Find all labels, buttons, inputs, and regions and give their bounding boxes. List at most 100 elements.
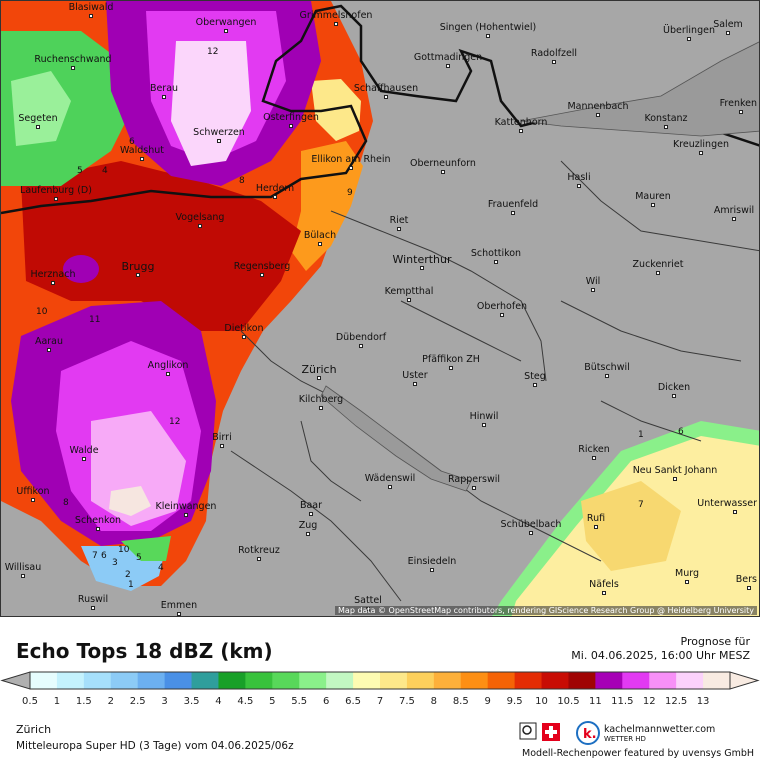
place-marker (273, 195, 277, 199)
place-label[interactable]: Berau (149, 83, 179, 94)
place-label[interactable]: Herznach (30, 269, 76, 280)
place-label[interactable]: Radolfzell (530, 48, 578, 59)
place-label[interactable]: Osterfingen (263, 112, 319, 123)
place-marker (36, 125, 40, 129)
place-label[interactable]: Frenken (719, 98, 757, 109)
contour-label: 12 (169, 417, 181, 427)
place-label[interactable]: Singen (Hohentwiel) (439, 22, 537, 33)
place-marker (289, 124, 293, 128)
place-label[interactable]: Konstanz (644, 113, 688, 124)
place-label[interactable]: Ruswil (77, 594, 109, 605)
place-label[interactable]: Überlingen (663, 25, 715, 36)
place-label[interactable]: Regensberg (233, 261, 291, 272)
place-label[interactable]: Ellikon am Rhein (311, 154, 391, 165)
brand-name[interactable]: kachelmannwetter.com (604, 724, 716, 735)
place-label[interactable]: Oberneunforn (410, 158, 476, 169)
place-label[interactable]: Mannenbach (567, 101, 629, 112)
place-marker (529, 531, 533, 535)
place-label[interactable]: Bütschwil (584, 362, 630, 373)
place-label[interactable]: Dübendorf (335, 332, 387, 343)
place-label[interactable]: Bülach (303, 230, 337, 241)
place-label[interactable]: Rapperswil (447, 474, 501, 485)
place-label[interactable]: Wädenswil (364, 473, 416, 484)
place-label[interactable]: Neu Sankt Johann (632, 465, 718, 476)
place-label[interactable]: Kleinwangen (155, 501, 217, 512)
place-label[interactable]: Gottmadingen (413, 52, 483, 63)
place-label[interactable]: Amriswil (713, 205, 755, 216)
place-label[interactable]: Pfäffikon ZH (422, 354, 480, 365)
place-label[interactable]: Anglikon (147, 360, 189, 371)
place-label[interactable]: Walde (69, 445, 99, 456)
place-marker (260, 273, 264, 277)
place-marker (177, 612, 181, 616)
scale-swatch (514, 672, 543, 689)
contour-label: 1 (638, 430, 644, 440)
place-label[interactable]: Dietikon (224, 323, 264, 334)
place-label[interactable]: Sattel (354, 595, 382, 606)
place-label[interactable]: Bers (735, 574, 757, 585)
place-label[interactable]: Rotkreuz (238, 545, 280, 556)
place-label[interactable]: Steg (524, 371, 546, 382)
place-label[interactable]: Schwerzen (193, 127, 245, 138)
place-label[interactable]: Schenkon (74, 515, 122, 526)
place-label[interactable]: Uffikon (16, 486, 50, 497)
place-label[interactable]: Wil (585, 276, 601, 287)
place-label[interactable]: Rufi (586, 513, 606, 524)
place-label[interactable]: Hasli (567, 172, 591, 183)
place-marker (482, 423, 486, 427)
scale-swatch (56, 672, 85, 689)
place-label[interactable]: Winterthur (392, 253, 452, 266)
place-label[interactable]: Mauren (635, 191, 671, 202)
scale-swatch (353, 672, 381, 689)
place-label[interactable]: Einsiedeln (407, 556, 457, 567)
place-label[interactable]: Murg (675, 568, 699, 579)
place-label[interactable]: Herdern (255, 183, 295, 194)
place-label[interactable]: Unterwasser (697, 498, 757, 509)
place-label[interactable]: Ruchenschwand (34, 54, 112, 65)
place-label[interactable]: Laufenburg (D) (20, 185, 92, 196)
place-label[interactable]: Oberwangen (195, 17, 257, 28)
place-label[interactable]: Vogelsang (175, 212, 225, 223)
place-marker (317, 376, 321, 380)
place-label[interactable]: Kemptthal (384, 286, 434, 297)
place-label[interactable]: Emmen (160, 600, 198, 611)
place-label[interactable]: Waldshut (120, 145, 164, 156)
place-label[interactable]: Frauenfeld (487, 199, 539, 210)
place-label[interactable]: Hinwil (469, 411, 499, 422)
forecast-label: Prognose für (680, 635, 751, 648)
place-label[interactable]: Schaffhausen (353, 83, 419, 94)
place-label[interactable]: Riet (389, 215, 409, 226)
place-label[interactable]: Kattenhorn (494, 117, 548, 128)
forecast-map[interactable]: Blasiwald Grimmelshofen Singen (Hohentwiel… (0, 0, 760, 617)
place-label[interactable]: Zug (298, 520, 318, 531)
place-label[interactable]: Brugg (121, 260, 155, 273)
place-label[interactable]: Schübelbach (500, 519, 562, 530)
place-label[interactable]: Blasiwald (68, 2, 114, 13)
place-label[interactable]: Salem (713, 19, 743, 30)
place-label[interactable]: Näfels (589, 579, 619, 590)
place-label[interactable]: Baar (299, 500, 323, 511)
place-label[interactable]: Zürich (301, 363, 337, 376)
place-marker (449, 366, 453, 370)
lake-zurich (320, 385, 472, 492)
place-marker (51, 281, 55, 285)
brand-logos[interactable]: k. (514, 721, 754, 745)
place-label[interactable]: Willisau (4, 562, 42, 573)
place-label[interactable]: Dicken (657, 382, 691, 393)
place-label[interactable]: Kilchberg (298, 394, 344, 405)
scale-ticks: 0.5 1 1.5 2 2.5 3 3.5 4 4.5 5 5.5 6 6.5 7 7.5 8 8.5 9 9.5 1… (0, 696, 760, 710)
place-label[interactable]: Ricken (578, 444, 610, 455)
place-marker (136, 273, 140, 277)
place-label[interactable]: Birri (212, 432, 232, 443)
place-label[interactable]: Zuckenriet (632, 259, 684, 270)
place-marker (31, 498, 35, 502)
place-label[interactable]: Schottikon (470, 248, 522, 259)
place-marker (699, 151, 703, 155)
contour-label: 4 (102, 166, 108, 176)
place-label[interactable]: Grimmelshofen (299, 10, 373, 21)
place-label[interactable]: Uster (402, 370, 428, 381)
place-label[interactable]: Kreuzlingen (673, 139, 729, 150)
place-label[interactable]: Aarau (34, 336, 64, 347)
place-label[interactable]: Oberhofen (476, 301, 528, 312)
place-label[interactable]: Segeten (18, 113, 58, 124)
